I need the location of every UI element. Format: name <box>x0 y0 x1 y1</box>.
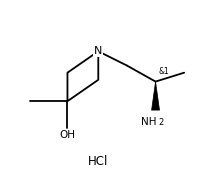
Polygon shape <box>152 82 159 110</box>
Text: N: N <box>94 46 103 56</box>
Text: NH: NH <box>141 117 157 127</box>
Text: &1: &1 <box>159 67 170 76</box>
Text: OH: OH <box>60 130 75 140</box>
Text: HCl: HCl <box>88 155 108 168</box>
Text: 2: 2 <box>159 118 164 127</box>
